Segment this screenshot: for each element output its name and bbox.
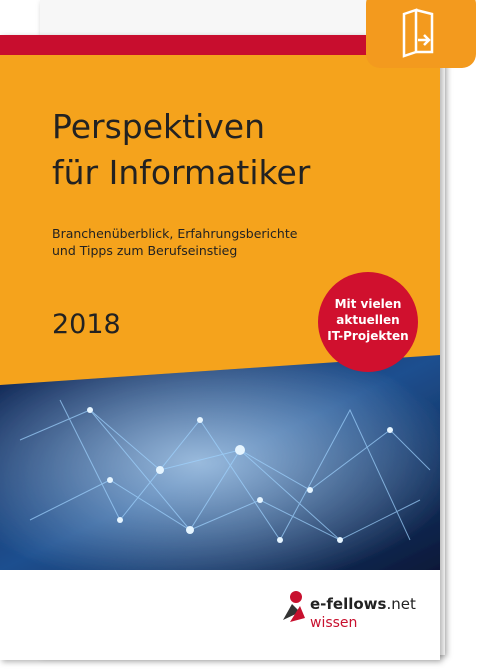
title-line: für Informatiker: [52, 153, 311, 192]
badge: [318, 272, 418, 372]
logo-mark: [283, 591, 305, 622]
subtitle-line: Branchenüberblick, Erfahrungsberichte: [52, 226, 298, 241]
reader-button[interactable]: [366, 0, 476, 68]
publisher-name-main: e-fellows: [310, 595, 387, 613]
publisher-name: e-fellows.net: [310, 595, 416, 613]
publisher-suffix: .net: [386, 595, 416, 613]
year: 2018: [52, 309, 121, 340]
badge-line: IT-Projekten: [327, 329, 408, 343]
badge-line: Mit vielen: [335, 297, 402, 311]
red-band: [0, 35, 440, 55]
network-glow: [0, 355, 440, 570]
publisher-line2: wissen: [310, 615, 357, 631]
badge-line: aktuellen: [336, 313, 399, 327]
network-nodes: [87, 407, 393, 543]
title-line: Perspektiven: [52, 107, 265, 146]
subtitle-line: und Tipps zum Berufseinstieg: [52, 243, 237, 258]
